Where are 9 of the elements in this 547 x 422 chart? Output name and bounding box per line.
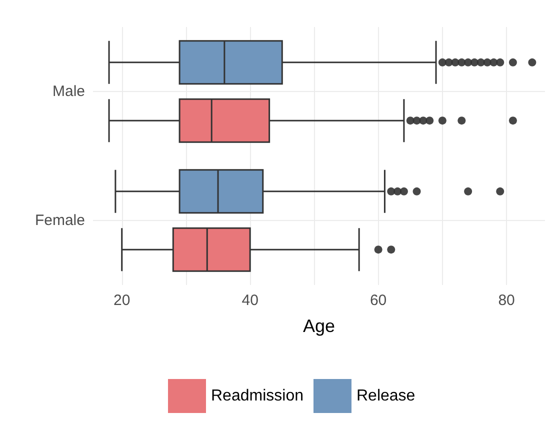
- x-tick-label: 80: [498, 292, 515, 309]
- x-axis-title: Age: [302, 316, 336, 336]
- x-tick-label: 60: [370, 292, 387, 309]
- y-tick-label: Male: [52, 83, 85, 100]
- x-tick-label: 20: [114, 292, 130, 309]
- x-tick-label: 40: [242, 292, 258, 309]
- legend-label: Release: [356, 388, 416, 404]
- legend-label: Readmission: [211, 388, 304, 404]
- y-tick-label: Female: [34, 212, 85, 229]
